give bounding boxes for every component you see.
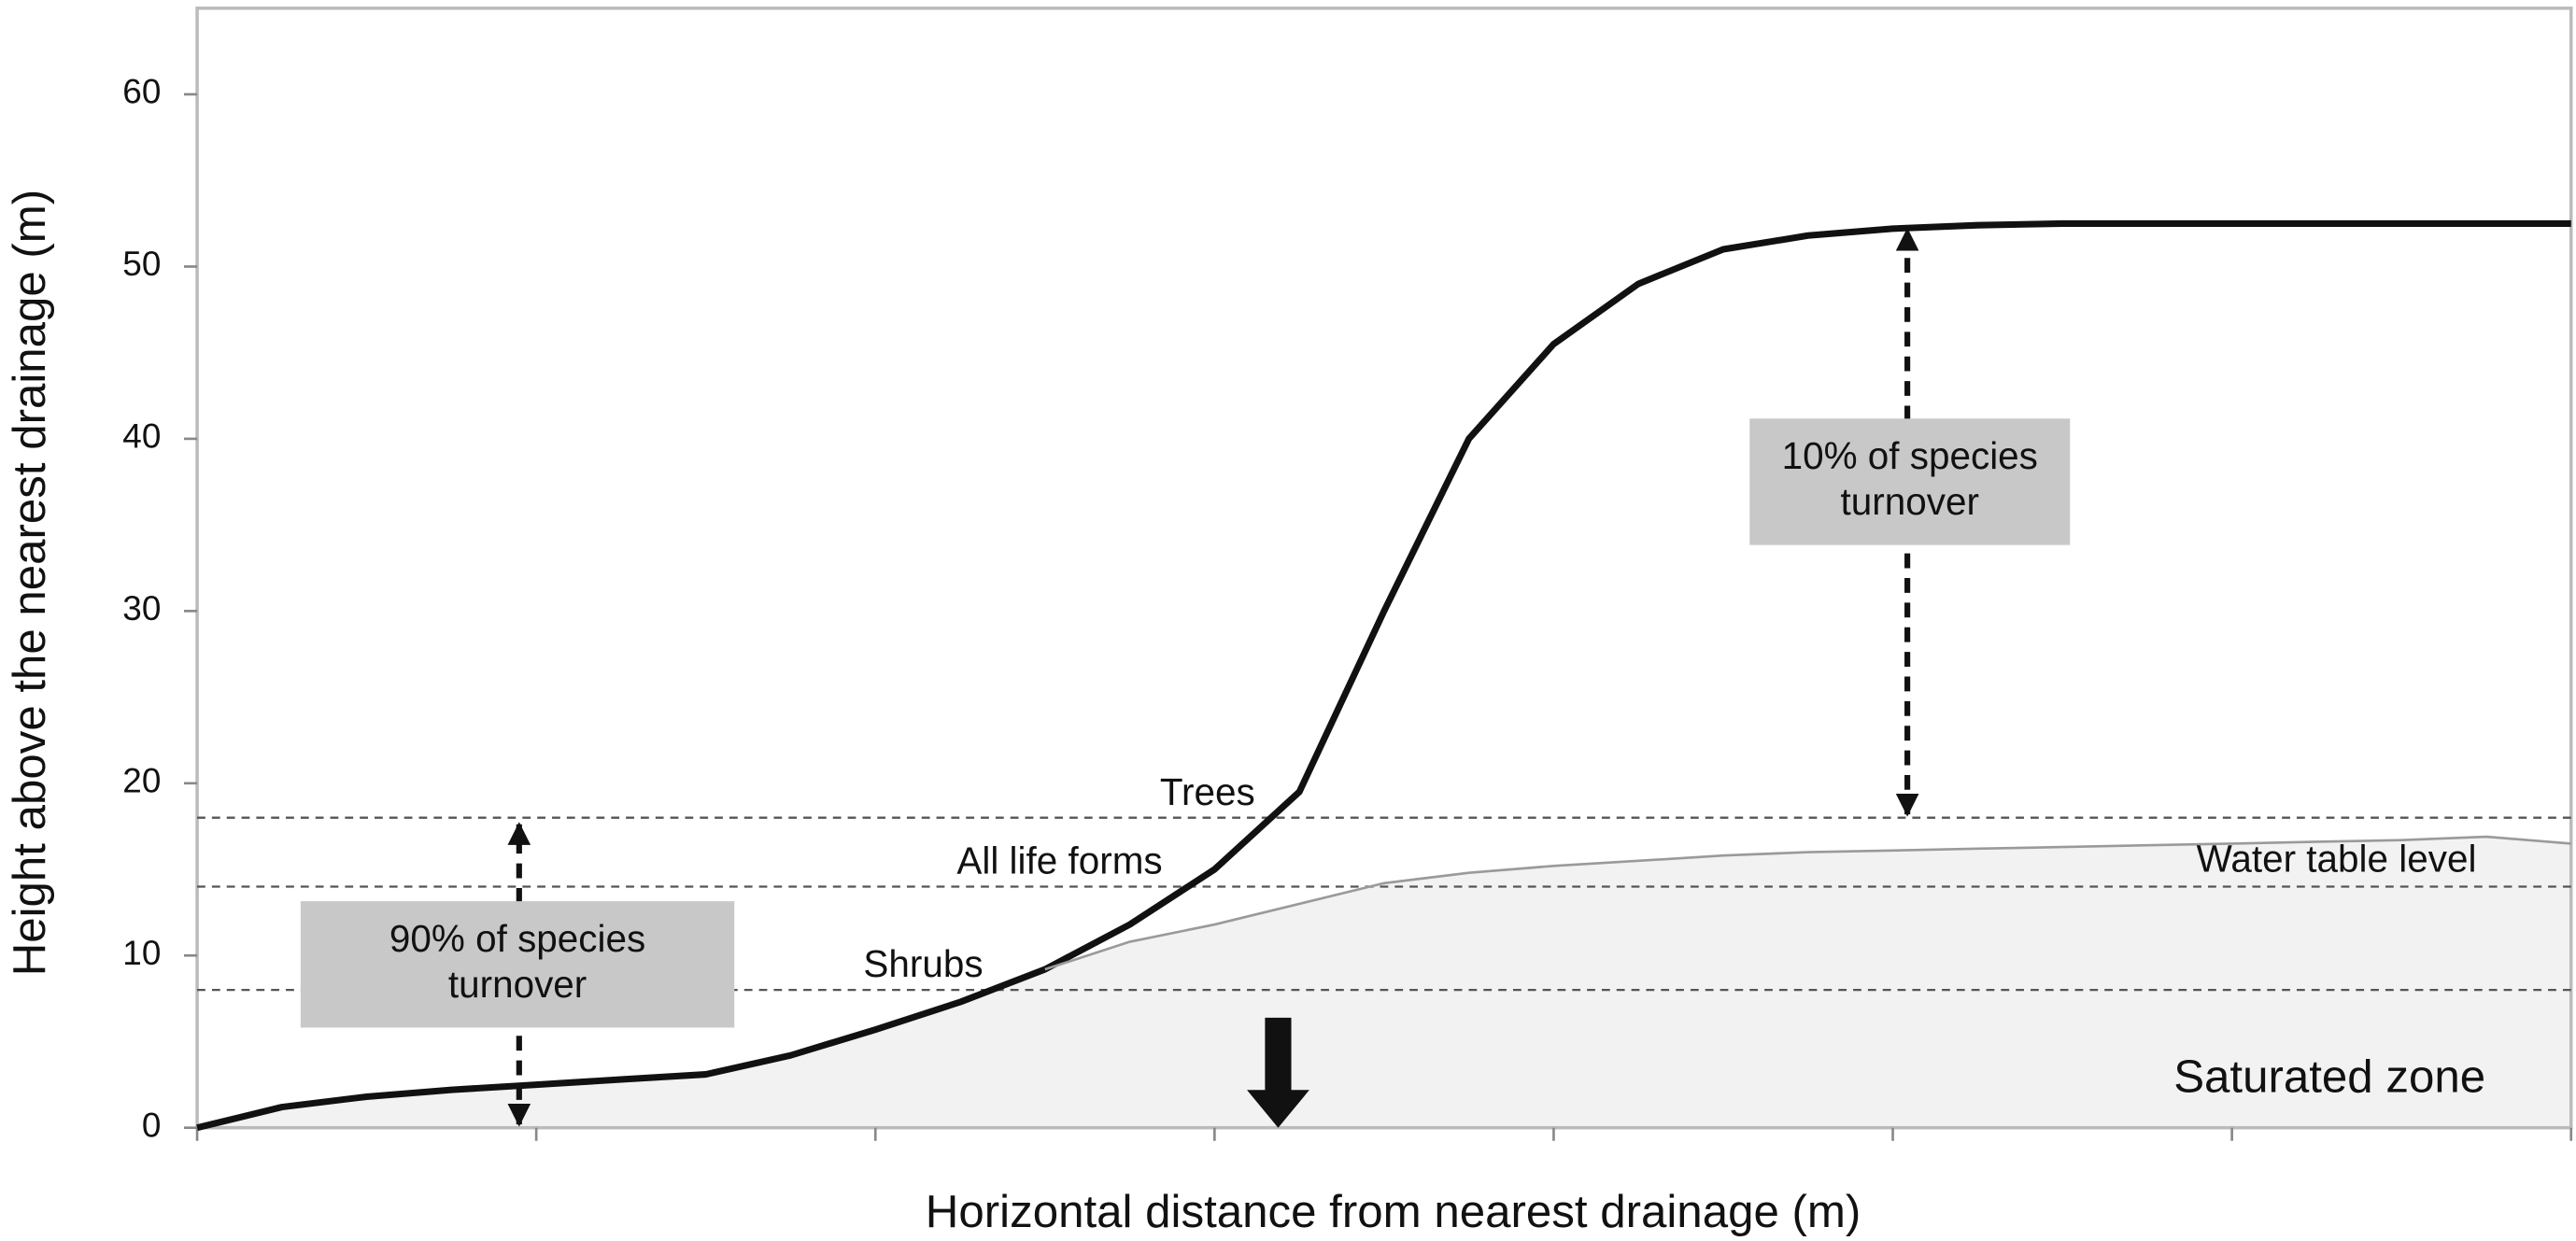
level-label: All life forms — [956, 839, 1162, 882]
y-tick-label: 10 — [122, 934, 161, 972]
y-tick-label: 60 — [122, 73, 161, 111]
y-tick-label: 40 — [122, 417, 161, 456]
level-label: Shrubs — [863, 942, 983, 985]
y-axis-label: Height above the nearest drainage (m) — [4, 190, 55, 976]
y-tick-label: 30 — [122, 589, 161, 628]
series-line — [1044, 835, 2571, 971]
annotation-text: 90% of species — [389, 917, 645, 960]
y-tick-label: 20 — [122, 762, 161, 800]
annotation-box — [300, 901, 735, 1028]
saturated-zone — [197, 836, 2571, 1128]
zone-label: Saturated zone — [2173, 1051, 2485, 1103]
series-line — [196, 219, 2571, 1132]
plot-layer — [197, 836, 2571, 1128]
x-axis-label: Horizontal distance from nearest drainag… — [926, 1186, 1861, 1237]
annotation-text: turnover — [448, 963, 587, 1006]
annotation-text: 10% of species — [1782, 434, 2038, 477]
annotation-box — [1749, 418, 2071, 545]
series-label: Water table level — [2197, 838, 2477, 881]
y-tick-label: 0 — [142, 1106, 162, 1144]
level-label: Trees — [1160, 770, 1255, 813]
plot-frame — [195, 7, 2573, 1130]
y-tick-label: 50 — [122, 245, 161, 283]
down-arrow — [1247, 1017, 1309, 1128]
annotation-text: turnover — [1841, 480, 1979, 523]
